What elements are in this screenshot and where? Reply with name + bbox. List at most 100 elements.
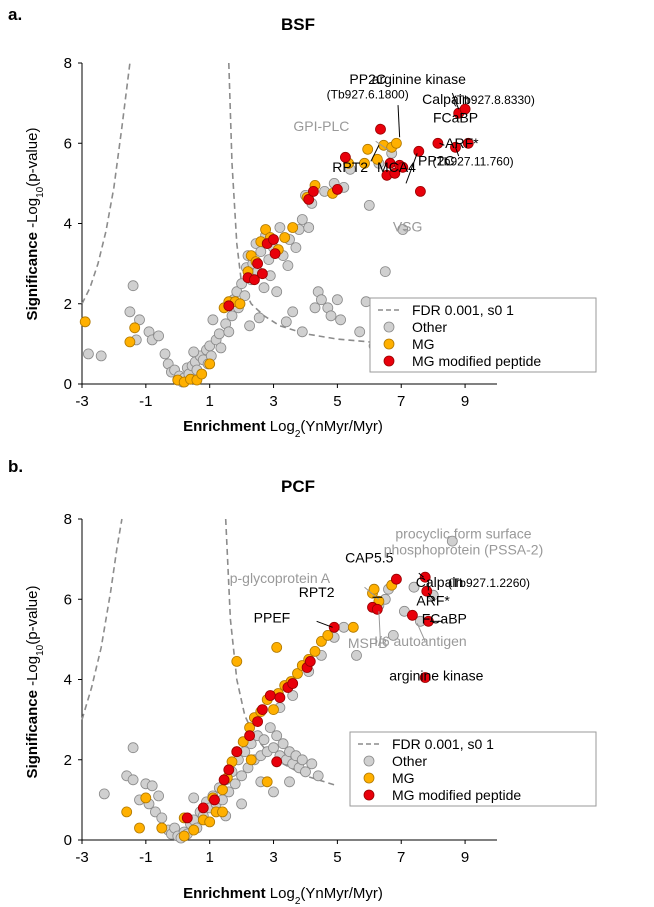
point-other (98, 788, 110, 800)
point-mg (292, 668, 303, 679)
y-tick-label: 0 (64, 832, 72, 849)
point-other (300, 766, 311, 778)
annotation-leader (439, 142, 445, 146)
chart-title: PCF (281, 477, 315, 496)
legend-label: FDR 0.001, s0 1 (392, 736, 494, 752)
annotation-label: Calpain (422, 91, 469, 107)
x-tick-label: 5 (333, 393, 341, 410)
point-other (277, 738, 289, 750)
point-other (188, 346, 200, 358)
y-tick-label: 6 (64, 135, 72, 152)
x-tick-label: -3 (75, 849, 88, 866)
point-other (188, 792, 200, 804)
annotation-label: FCaBP (433, 109, 478, 125)
legend-swatch-mgmod (363, 789, 375, 801)
point-mg (217, 806, 228, 818)
point-mg-modified (432, 137, 444, 149)
x-tick-label: 3 (269, 849, 277, 866)
point-mg-modified (181, 812, 193, 824)
point-other (287, 306, 299, 318)
y-axis-title: Significance -Log10(p-value) (24, 586, 46, 779)
point-other (446, 535, 458, 547)
panel-letter: a. (8, 5, 22, 24)
annotation-label: Calpain (416, 574, 463, 590)
point-mg (271, 642, 283, 653)
x-tick-label: 7 (397, 849, 405, 866)
annotation-label: p-glycoprotein A (230, 570, 331, 586)
point-other (287, 690, 299, 701)
point-other (303, 222, 315, 233)
point-mg-modified (375, 123, 386, 135)
annotation-label: arginine kinase (389, 667, 483, 683)
point-mg-modified (223, 764, 235, 776)
annotation-label: FCaBP (422, 610, 467, 626)
annotation-leader (378, 611, 381, 644)
point-mg (79, 316, 91, 328)
point-other (213, 328, 225, 340)
point-other (306, 758, 318, 770)
point-mg-modified (303, 193, 315, 205)
annotation-label: VSG (393, 219, 423, 235)
legend-label: FDR 0.001, s0 1 (412, 302, 514, 318)
point-mg-modified (271, 756, 283, 768)
x-tick-label: 1 (206, 849, 214, 866)
point-other (236, 798, 248, 810)
legend-label: MG (392, 770, 415, 786)
legend-label: Other (412, 319, 447, 335)
point-other (290, 242, 302, 254)
point-other (253, 312, 265, 324)
point-mg (245, 754, 257, 766)
point-other (258, 282, 270, 294)
point-mg-modified (218, 774, 230, 786)
point-other (335, 314, 347, 326)
annotation-leader (418, 572, 424, 578)
point-other (239, 290, 251, 302)
legend-swatch-mgmod (383, 355, 395, 367)
annotation-leader (375, 140, 391, 152)
point-other (127, 774, 139, 786)
point-mg-modified (419, 672, 431, 683)
point-other (156, 812, 168, 824)
plot-area: -3 -1 1 3 5 7 902468PP2C(Tb927.6.1800)arginine… (64, 55, 597, 410)
point-mg (134, 822, 145, 834)
point-mg-modified (274, 692, 286, 703)
point-mg-modified (406, 609, 418, 621)
annotation-leader (455, 147, 460, 157)
point-other (268, 786, 279, 798)
point-other (312, 770, 324, 782)
y-tick-label: 2 (64, 296, 72, 313)
annotation-label: GPI-PLC (293, 118, 349, 134)
point-other (226, 310, 238, 322)
annotation-leader (451, 92, 460, 110)
point-mg (234, 298, 246, 310)
panel-bsf: a. BSF Enrichment Log2(YnMyr/Myr) Signif… (8, 5, 597, 440)
x-tick-label: 9 (461, 393, 469, 410)
annotation-label: PPEF (254, 610, 291, 626)
fdr-curve (81, 518, 123, 720)
point-other (296, 754, 308, 766)
point-mg-modified (414, 185, 426, 197)
annotation-leader (427, 592, 436, 602)
point-other (127, 280, 139, 292)
annotation-label: PP2C (418, 153, 455, 169)
annotation-label: (Tb927.8.8330) (453, 93, 535, 107)
point-mg-modified (209, 794, 220, 806)
point-other (331, 294, 343, 306)
point-mg-modified (252, 258, 264, 270)
annotation-label: (Tb927.1.2260) (448, 576, 530, 590)
legend-label: MG modified peptide (392, 787, 521, 803)
legend-label: MG modified peptide (412, 353, 541, 369)
point-mg (188, 824, 200, 836)
point-other (83, 348, 94, 360)
point-other (354, 326, 366, 338)
point-mg (322, 630, 334, 641)
annotation-leader (397, 105, 401, 138)
panel-pcf: b. PCF Enrichment Log2(YnMyr/Myr) Signif… (8, 457, 597, 907)
x-tick-label: 5 (333, 849, 341, 866)
point-mg-modified (328, 621, 340, 633)
point-other (124, 306, 136, 318)
point-mg-modified (256, 704, 268, 715)
point-other (325, 310, 337, 322)
